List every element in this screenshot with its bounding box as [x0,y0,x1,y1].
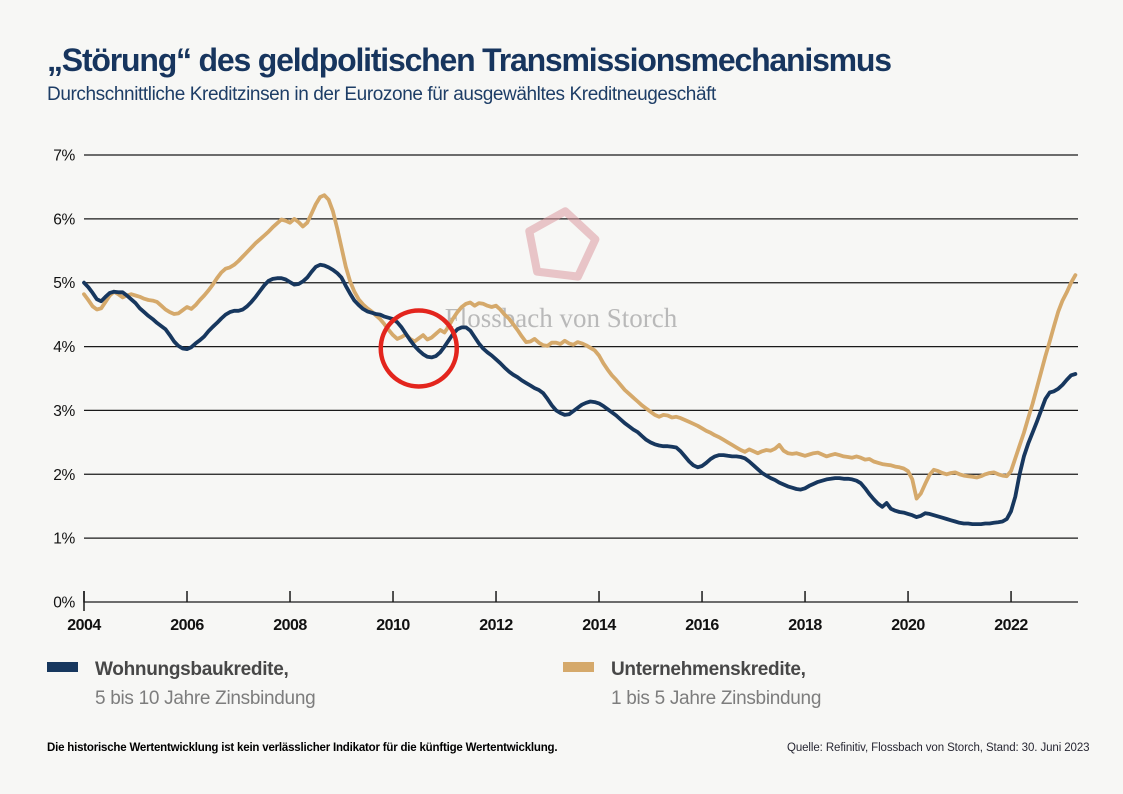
x-axis-label-2006: 2006 [170,617,204,634]
watermark-text: Flossbach von Storch [445,303,678,333]
legend-swatch-corporate [563,662,594,672]
chart-legend: Wohnungsbaukredite, 5 bis 10 Jahre Zinsb… [0,655,1123,715]
legend-label-corporate-line1: Unternehmenskredite, [611,659,806,680]
highlight-circle-annotation [378,308,460,389]
y-axis-label-7%: 7% [53,148,75,165]
y-axis-label-6%: 6% [53,211,75,228]
chart-line-wohnungsbaukredite [82,262,1078,526]
x-axis-label-2012: 2012 [479,617,513,634]
legend-label-corporate-line2: 1 bis 5 Jahre Zinsbindung [611,688,822,709]
x-axis-label-2016: 2016 [685,617,719,634]
page-subtitle: Durchschnittliche Kreditzinsen in der Eu… [47,83,716,105]
x-axis-label-2010: 2010 [376,617,410,634]
x-axis-label-2008: 2008 [273,617,307,634]
y-axis-label-4%: 4% [53,339,75,356]
legend-label-housing-line2: 5 bis 10 Jahre Zinsbindung [95,688,316,709]
disclaimer-text: Die historische Wertentwicklung ist kein… [47,742,558,754]
y-axis-label-1%: 1% [53,531,75,548]
chart-line-unternehmenskredite [82,193,1078,501]
y-axis-label-2%: 2% [53,467,75,484]
x-axis-label-2018: 2018 [788,617,822,634]
watermark-pentagon-logo [525,207,600,281]
y-axis-label-5%: 5% [53,275,75,292]
legend-entry-unternehmenskredite: Unternehmenskredite, 1 bis 5 Jahre Zinsb… [563,655,821,713]
legend-label-housing-line1: Wohnungsbaukredite, [95,659,289,680]
y-axis-label-0%: 0% [53,595,75,612]
x-axis-label-2022: 2022 [994,617,1028,634]
x-axis-label-2014: 2014 [582,617,616,634]
x-axis-label-2004: 2004 [67,617,101,634]
x-axis-label-2020: 2020 [891,617,925,634]
chart-header: „Störung“ des geldpolitischen Transmissi… [47,42,1087,106]
y-axis-label-3%: 3% [53,403,75,420]
page-title: „Störung“ des geldpolitischen Transmissi… [47,42,892,78]
source-text: Quelle: Refinitiv, Flossbach von Storch,… [787,742,1090,754]
legend-entry-wohnungsbaukredite: Wohnungsbaukredite, 5 bis 10 Jahre Zinsb… [47,655,316,713]
legend-swatch-housing [47,662,78,672]
